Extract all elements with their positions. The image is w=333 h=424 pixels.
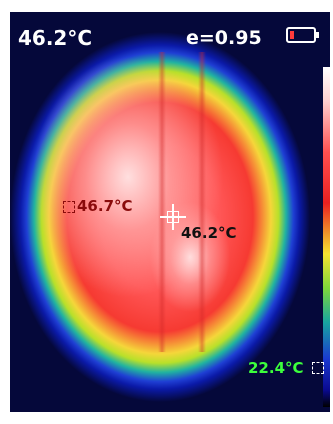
thermal-camera-screen: 46.2°C e=0.95 46.7°C 46.2°C 22.4°C xyxy=(10,12,330,412)
cold-spot-label: 22.4°C xyxy=(248,359,304,377)
cold-spot-marker-icon xyxy=(312,362,324,374)
center-spot-label: 46.2°C xyxy=(181,224,237,242)
center-crosshair-icon xyxy=(160,204,186,230)
emissivity-readout: e=0.95 xyxy=(186,27,262,49)
battery-low-icon xyxy=(286,27,319,43)
panel-seam xyxy=(158,52,166,352)
panel-seam xyxy=(198,52,206,352)
temperature-scale-bar xyxy=(323,67,330,407)
hot-spot-marker-icon xyxy=(63,201,75,213)
max-temperature-readout: 46.2°C xyxy=(18,26,93,50)
hot-spot-label: 46.7°C xyxy=(77,197,133,215)
